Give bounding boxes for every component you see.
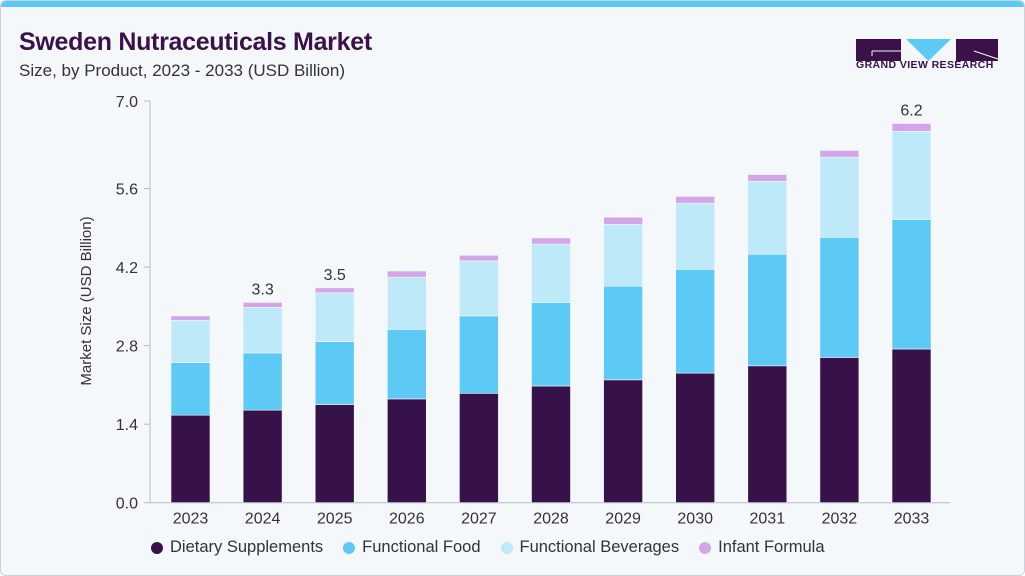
bar-segment-functional-food: [242, 352, 283, 411]
y-axis-label: Market Size (USD Billion): [78, 216, 95, 385]
bar-segment-dietary-supplements: [891, 348, 932, 503]
bar-segment-dietary-supplements: [531, 385, 571, 503]
legend-label: Infant Formula: [718, 538, 825, 556]
bar-segment-functional-food: [170, 362, 211, 416]
bar-segment-infant-formula: [314, 287, 355, 294]
bar-segment-dietary-supplements: [747, 365, 788, 504]
bar-segment-functional-beverages: [531, 243, 571, 303]
y-tick-label: 0.0: [116, 496, 138, 513]
bar-segment-functional-beverages: [386, 276, 427, 330]
bar-segment-functional-food: [747, 253, 788, 367]
bar-segment-functional-food: [891, 219, 932, 350]
bar-segment-functional-food: [459, 315, 499, 394]
bar-segment-dietary-supplements: [459, 393, 499, 503]
bar-segment-infant-formula: [603, 216, 643, 225]
bar-segment-functional-food: [675, 269, 716, 374]
bar-segment-dietary-supplements: [170, 414, 211, 503]
grand-view-research-logo: [856, 39, 999, 61]
legend-marker-icon: [151, 541, 163, 554]
x-tick-label: 2031: [750, 511, 786, 528]
bar-segment-dietary-supplements: [603, 379, 643, 504]
y-tick-label: 2.8: [116, 339, 138, 356]
x-tick-label: 2030: [677, 511, 713, 528]
x-tick-label: 2028: [533, 511, 569, 528]
bar-segment-functional-beverages: [459, 260, 499, 317]
bar-segment-infant-formula: [747, 174, 788, 182]
bar-segment-dietary-supplements: [242, 409, 283, 504]
bar-segment-functional-beverages: [603, 224, 643, 287]
bar-segment-functional-beverages: [819, 156, 860, 238]
legend-item: Infant Formula: [699, 538, 825, 557]
legend-marker-icon: [699, 541, 712, 554]
y-tick-label: 7.0: [116, 94, 138, 111]
bar-segment-dietary-supplements: [675, 372, 716, 504]
data-label: 3.5: [324, 267, 346, 284]
data-label: 3.3: [251, 281, 273, 298]
x-tick-label: 2029: [605, 511, 641, 528]
bar-segment-infant-formula: [170, 315, 211, 321]
bar-segment-infant-formula: [891, 123, 932, 132]
legend-label: Functional Beverages: [519, 538, 680, 556]
bar-segment-infant-formula: [386, 270, 427, 278]
bar-segment-dietary-supplements: [819, 357, 860, 503]
bar-segment-functional-food: [531, 302, 571, 387]
bar-segment-functional-beverages: [242, 307, 283, 354]
chart-title: Sweden Nutraceuticals Market: [19, 28, 372, 56]
data-label: 6.2: [900, 102, 922, 119]
bar-segment-infant-formula: [819, 150, 860, 158]
bar-segment-functional-food: [819, 237, 860, 358]
y-tick-label: 1.4: [116, 417, 138, 434]
bar-segment-infant-formula: [531, 237, 571, 245]
bar-segment-functional-food: [603, 285, 643, 381]
bar-segment-infant-formula: [242, 302, 283, 308]
bar-segment-functional-beverages: [170, 320, 211, 363]
bar-segment-infant-formula: [459, 254, 499, 262]
y-tick-label: 4.2: [116, 260, 138, 277]
bar-segment-infant-formula: [675, 196, 716, 204]
legend-item: Dietary Supplements: [151, 538, 323, 557]
bar-segment-functional-food: [314, 341, 355, 405]
bar-segment-functional-food: [386, 329, 427, 400]
legend-item: Functional Beverages: [500, 538, 680, 557]
bar-segment-functional-beverages: [314, 292, 355, 342]
chart-subtitle: Size, by Product, 2023 - 2033 (USD Billi…: [19, 61, 345, 80]
legend-marker-icon: [500, 541, 513, 554]
bar-segment-dietary-supplements: [314, 404, 355, 503]
y-tick-label: 5.6: [116, 182, 138, 199]
legend-marker-icon: [343, 541, 356, 554]
bar-segment-functional-beverages: [891, 131, 932, 220]
x-tick-label: 2032: [822, 511, 858, 528]
accent-bar: [1, 1, 1024, 7]
x-tick-label: 2023: [173, 511, 209, 528]
bar-segment-dietary-supplements: [386, 398, 427, 504]
bar-segment-functional-beverages: [675, 202, 716, 270]
logo-text: GRAND VIEW RESEARCH: [856, 59, 994, 71]
legend-label: Dietary Supplements: [170, 538, 324, 556]
bar-segment-functional-beverages: [747, 180, 788, 255]
x-tick-label: 2024: [245, 511, 281, 528]
legend-label: Functional Food: [362, 538, 481, 556]
x-tick-label: 2033: [894, 511, 930, 528]
x-tick-label: 2025: [317, 511, 353, 528]
legend: Dietary Supplements Functional Food Functi…: [151, 538, 825, 557]
legend-item: Functional Food: [343, 538, 481, 557]
x-tick-label: 2027: [461, 511, 497, 528]
x-tick-label: 2026: [389, 511, 425, 528]
